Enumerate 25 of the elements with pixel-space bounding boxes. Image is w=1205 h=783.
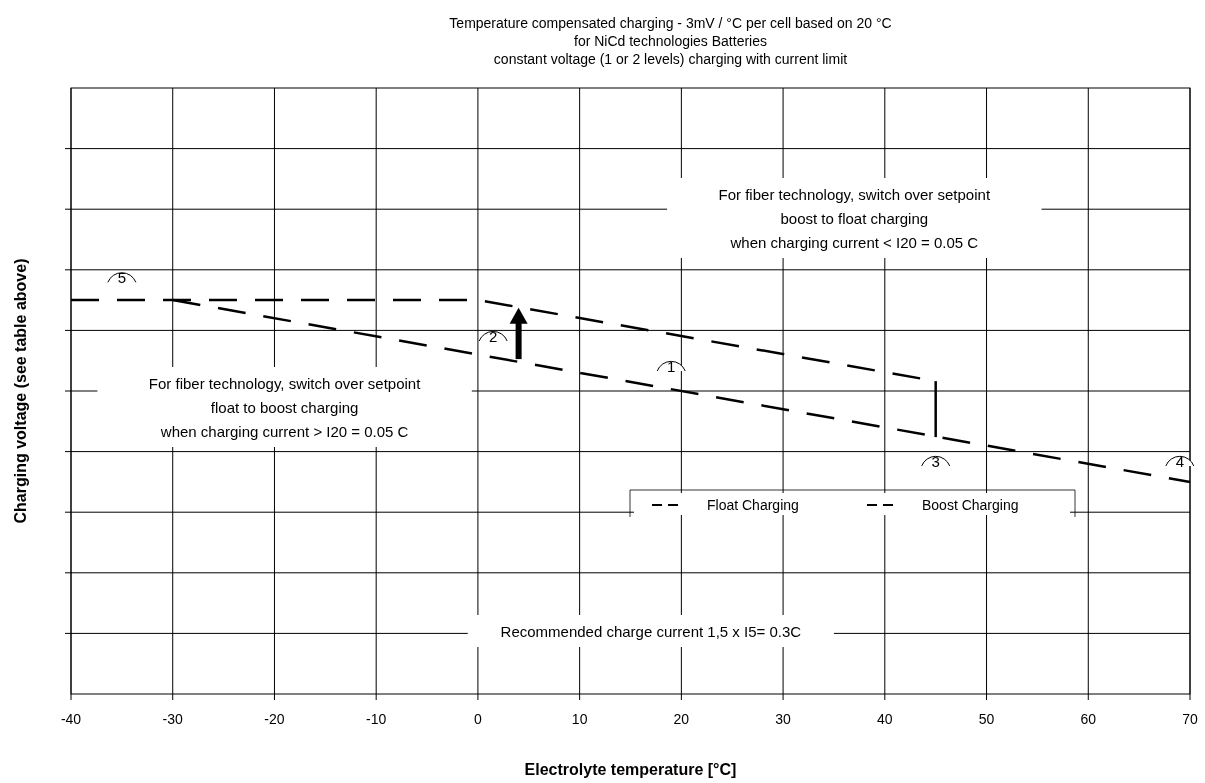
x-tick-label: 30 [775,711,792,727]
chart-title: Temperature compensated charging - 3mV / °C per cell based on 20 °C for NiCd technologies Batteries constant voltage (1 or 2 levels) charging with current limit [449,15,892,67]
annotation: For fiber technology, switch over setpoint float to boost charging when charging current > I20 = 0.05 C [148,375,422,440]
x-tick-label: 40 [877,711,893,727]
x-tick-label: 10 [571,711,588,727]
annotation: 1 [667,357,676,375]
x-tick-label: 0 [474,711,483,727]
annotation: 2 [489,328,498,346]
text: For fiber technology, switch over setpoint boost to float charging when charging current < I20 = 0.05 C [718,186,991,251]
annotation: 3 [931,452,940,470]
legend-label: Float Charging [707,497,799,513]
legend-label: Boost Charging [922,497,1019,513]
annotation: Recommended charge current 1,5 x I5= 0.3C [500,623,802,640]
x-tick-label: -20 [264,711,285,727]
x-tick-label: -10 [366,711,387,727]
annotation: 4 [1175,452,1184,470]
x-tick-label: 60 [1080,711,1097,727]
x-tick-label: 70 [1182,711,1198,727]
y-axis-title: Charging voltage (see table above) [12,258,29,524]
x-axis-title: Electrolyte temperature [°C] [524,761,737,778]
text: 5 [117,269,127,287]
x-tick-label: -40 [60,711,82,727]
x-tick-label: 20 [673,711,690,727]
x-tick-label: 50 [978,711,995,727]
x-tick-label: -30 [162,711,184,727]
